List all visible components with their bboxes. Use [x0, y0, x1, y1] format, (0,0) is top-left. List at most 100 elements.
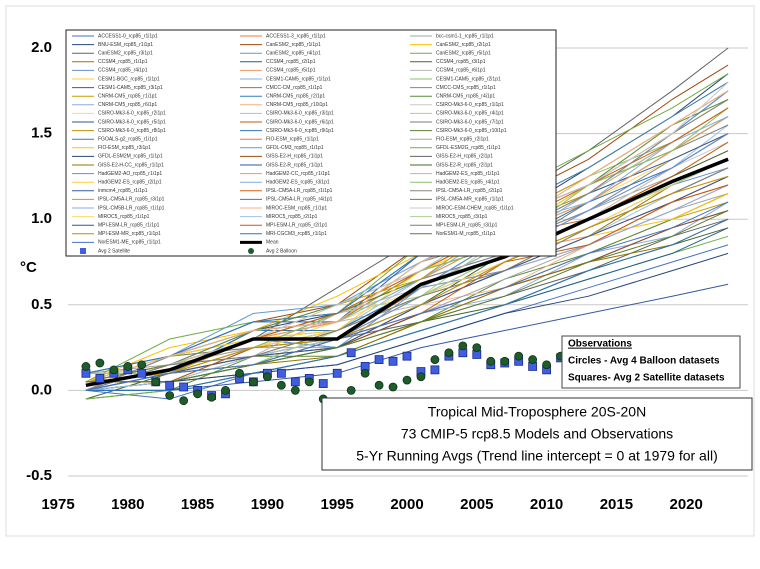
satellite-marker [374, 355, 384, 364]
legend-label: CMCC-CMS_rcp85_r1i1p1 [436, 85, 496, 91]
satellite-marker [137, 368, 147, 378]
legend-label: MPI-ESM-LR_rcp85_r2i1p1 [266, 223, 328, 229]
balloon-marker [290, 385, 300, 395]
line [85, 252, 729, 391]
balloon-marker [486, 356, 496, 366]
legend-label: CNRM-CM5_rcp85_r2i1p1 [266, 94, 325, 100]
balloon-marker [123, 362, 133, 371]
grid: -0.5 0.0 0.5 1.0 1.5 2.0 1975 1980 1985 1990 1995 2… [26, 39, 748, 513]
legend-label: CSIRO-Mk3-6-0_rcp85_r4i1p1 [436, 111, 504, 117]
satellite-marker [388, 356, 398, 366]
legend-label: CCSM4_rcp85_r5i1p1 [266, 68, 316, 74]
balloon-marker [458, 341, 468, 351]
legend-label: IPSL-CM5A-LR_rcp85_r4i1p1 [266, 197, 333, 203]
legend-label: CCSM4_rcp85_r1i1p1 [98, 59, 148, 65]
satellite-marker [165, 380, 175, 390]
chart-title: 5-Yr Running Avgs (Trend line intercept … [356, 448, 717, 464]
legend-label: MRI-CGCM3_rcp85_r1i1p1 [266, 231, 327, 237]
legend-swatch [248, 248, 254, 254]
legend-label: HadGEM2-ES_rcp85_r2i1p1 [98, 180, 162, 186]
legend-label: CNRM-CM5_rcp85_r10i1p1 [266, 102, 328, 108]
balloon-marker [235, 368, 244, 378]
observations-note: Squares- Avg 2 Satellite datasets [568, 373, 725, 384]
chart-title: Tropical Mid-Troposphere 20S-20N [428, 404, 646, 420]
balloon-marker [360, 368, 370, 378]
legend-label: IPSL-CM5A-LR_rcp85_r2i1p1 [436, 188, 503, 194]
balloon-marker [165, 391, 175, 400]
legend-label: GFDL-CM3_rcp85_r1i1p1 [266, 145, 324, 151]
legend-label: CSIRO-Mk3-6-0_rcp85_r1i1p1 [436, 102, 504, 108]
legend-label: Avg 2 Satellite [98, 248, 130, 254]
satellite-marker [276, 368, 286, 378]
legend-label: CanESM2_rcp85_r4i1p1 [266, 51, 321, 57]
x-tick-label: 1985 [181, 496, 214, 513]
legend-label: NorESM1-ME_rcp85_r1i1p1 [98, 240, 161, 246]
y-tick-label: 2.0 [31, 39, 52, 56]
balloon-marker [542, 360, 551, 370]
legend-label: BNU-ESM_rcp85_r1i1p1 [98, 42, 153, 48]
legend-label: CanESM2_rcp85_r1i1p1 [266, 42, 321, 48]
x-tick-label: 1990 [251, 496, 284, 513]
legend: ACCESS1-0_rcp85_r1i1p1 ACCESS1-3_rcp85_r1… [72, 33, 514, 254]
legend-label: HadGEM2-ES_rcp85_r4i1p1 [436, 180, 500, 186]
legend-label: GISS-E2-R_rcp85_r1i1p1 [266, 162, 323, 168]
legend-label: CSIRO-Mk3-6-0_rcp85_r5i1p1 [98, 119, 166, 125]
legend-label: GFDL-ESM2G_rcp85_r1i1p1 [436, 145, 501, 151]
balloon-marker [193, 389, 203, 399]
x-tick-label: 2010 [530, 496, 563, 513]
balloon-marker [444, 348, 454, 358]
legend-label: Mean [266, 240, 279, 246]
balloon-marker [514, 351, 524, 361]
observations-note: Circles - Avg 4 Balloon datasets [568, 356, 720, 367]
legend-label: CSIRO-Mk3-6-0_rcp85_r2i1p1 [98, 111, 166, 117]
legend-label: IPSL-CM5B-LR_rcp85_r1i1p1 [98, 205, 165, 211]
legend-label: MPI-ESM-LR_rcp85_r3i1p1 [436, 223, 498, 229]
y-tick-label: -0.5 [26, 467, 52, 484]
legend-label: FGOALS-g2_rcp85_r1i1p1 [98, 137, 158, 143]
satellite-marker [290, 377, 300, 387]
satellite-marker [346, 348, 356, 358]
y-tick-label: 1.0 [31, 210, 52, 227]
balloon-marker [179, 396, 189, 406]
legend-label: CCSM4_rcp85_r3i1p1 [436, 59, 486, 65]
legend-label: GISS-E2-H-CC_rcp85_r1i1p1 [98, 162, 164, 168]
legend-label: CESM1-CAM5_rcp85_r1i1p1 [266, 76, 331, 82]
title-box [321, 397, 753, 471]
legend-label: MIROC5_rcp85_r2i1p1 [266, 214, 318, 220]
balloon-marker [472, 343, 482, 353]
legend-label: CSIRO-Mk3-6-0_rcp85_r8i1p1 [98, 128, 166, 134]
x-tick-label: 1975 [41, 496, 74, 513]
legend-label: CESM1-CAM5_rcp85_r3i1p1 [98, 85, 163, 91]
line [85, 210, 729, 383]
legend-label: MIROC-ESM-CHEM_rcp85_r1i1p1 [436, 205, 514, 211]
y-tick-label: 0.5 [31, 296, 52, 313]
satellite-marker [332, 368, 342, 378]
balloon-marker [430, 355, 440, 364]
legend-label: HadGEM2-CC_rcp85_r1i1p1 [266, 171, 330, 177]
legend-label: MPI-ESM-LR_rcp85_r1i1p1 [98, 223, 160, 229]
balloon-marker [95, 358, 105, 368]
x-tick-label: 2015 [600, 496, 633, 513]
satellite-marker [179, 382, 189, 392]
legend-label: CanESM2_rcp85_r3i1p1 [98, 51, 153, 57]
balloon-marker [416, 372, 426, 382]
legend-label: FIO-ESM_rcp85_r2i1p1 [436, 137, 489, 143]
observations-title: Observations [568, 339, 632, 350]
legend-label: CNRM-CM5_rcp85_r4i1p1 [436, 94, 495, 100]
legend-label: GISS-E2-H_rcp85_r1i1p1 [266, 154, 323, 160]
line [85, 175, 729, 383]
legend-label: FIO-ESM_rcp85_r3i1p1 [98, 145, 151, 151]
balloon-marker [402, 375, 412, 385]
legend-label: NorESM1-M_rcp85_r1i1p1 [436, 231, 496, 237]
x-tick-label: 2005 [460, 496, 493, 513]
balloon-marker [81, 362, 91, 371]
line [85, 90, 729, 383]
balloon-marker [500, 356, 510, 366]
legend-swatch [80, 248, 86, 254]
line [85, 81, 729, 391]
legend-label: CCSM4_rcp85_r4i1p1 [98, 68, 148, 74]
balloon-marker [151, 377, 161, 387]
legend-label: CCSM4_rcp85_r6i1p1 [436, 68, 486, 74]
legend-label: MIROC-ESM_rcp85_r1i1p1 [266, 205, 327, 211]
